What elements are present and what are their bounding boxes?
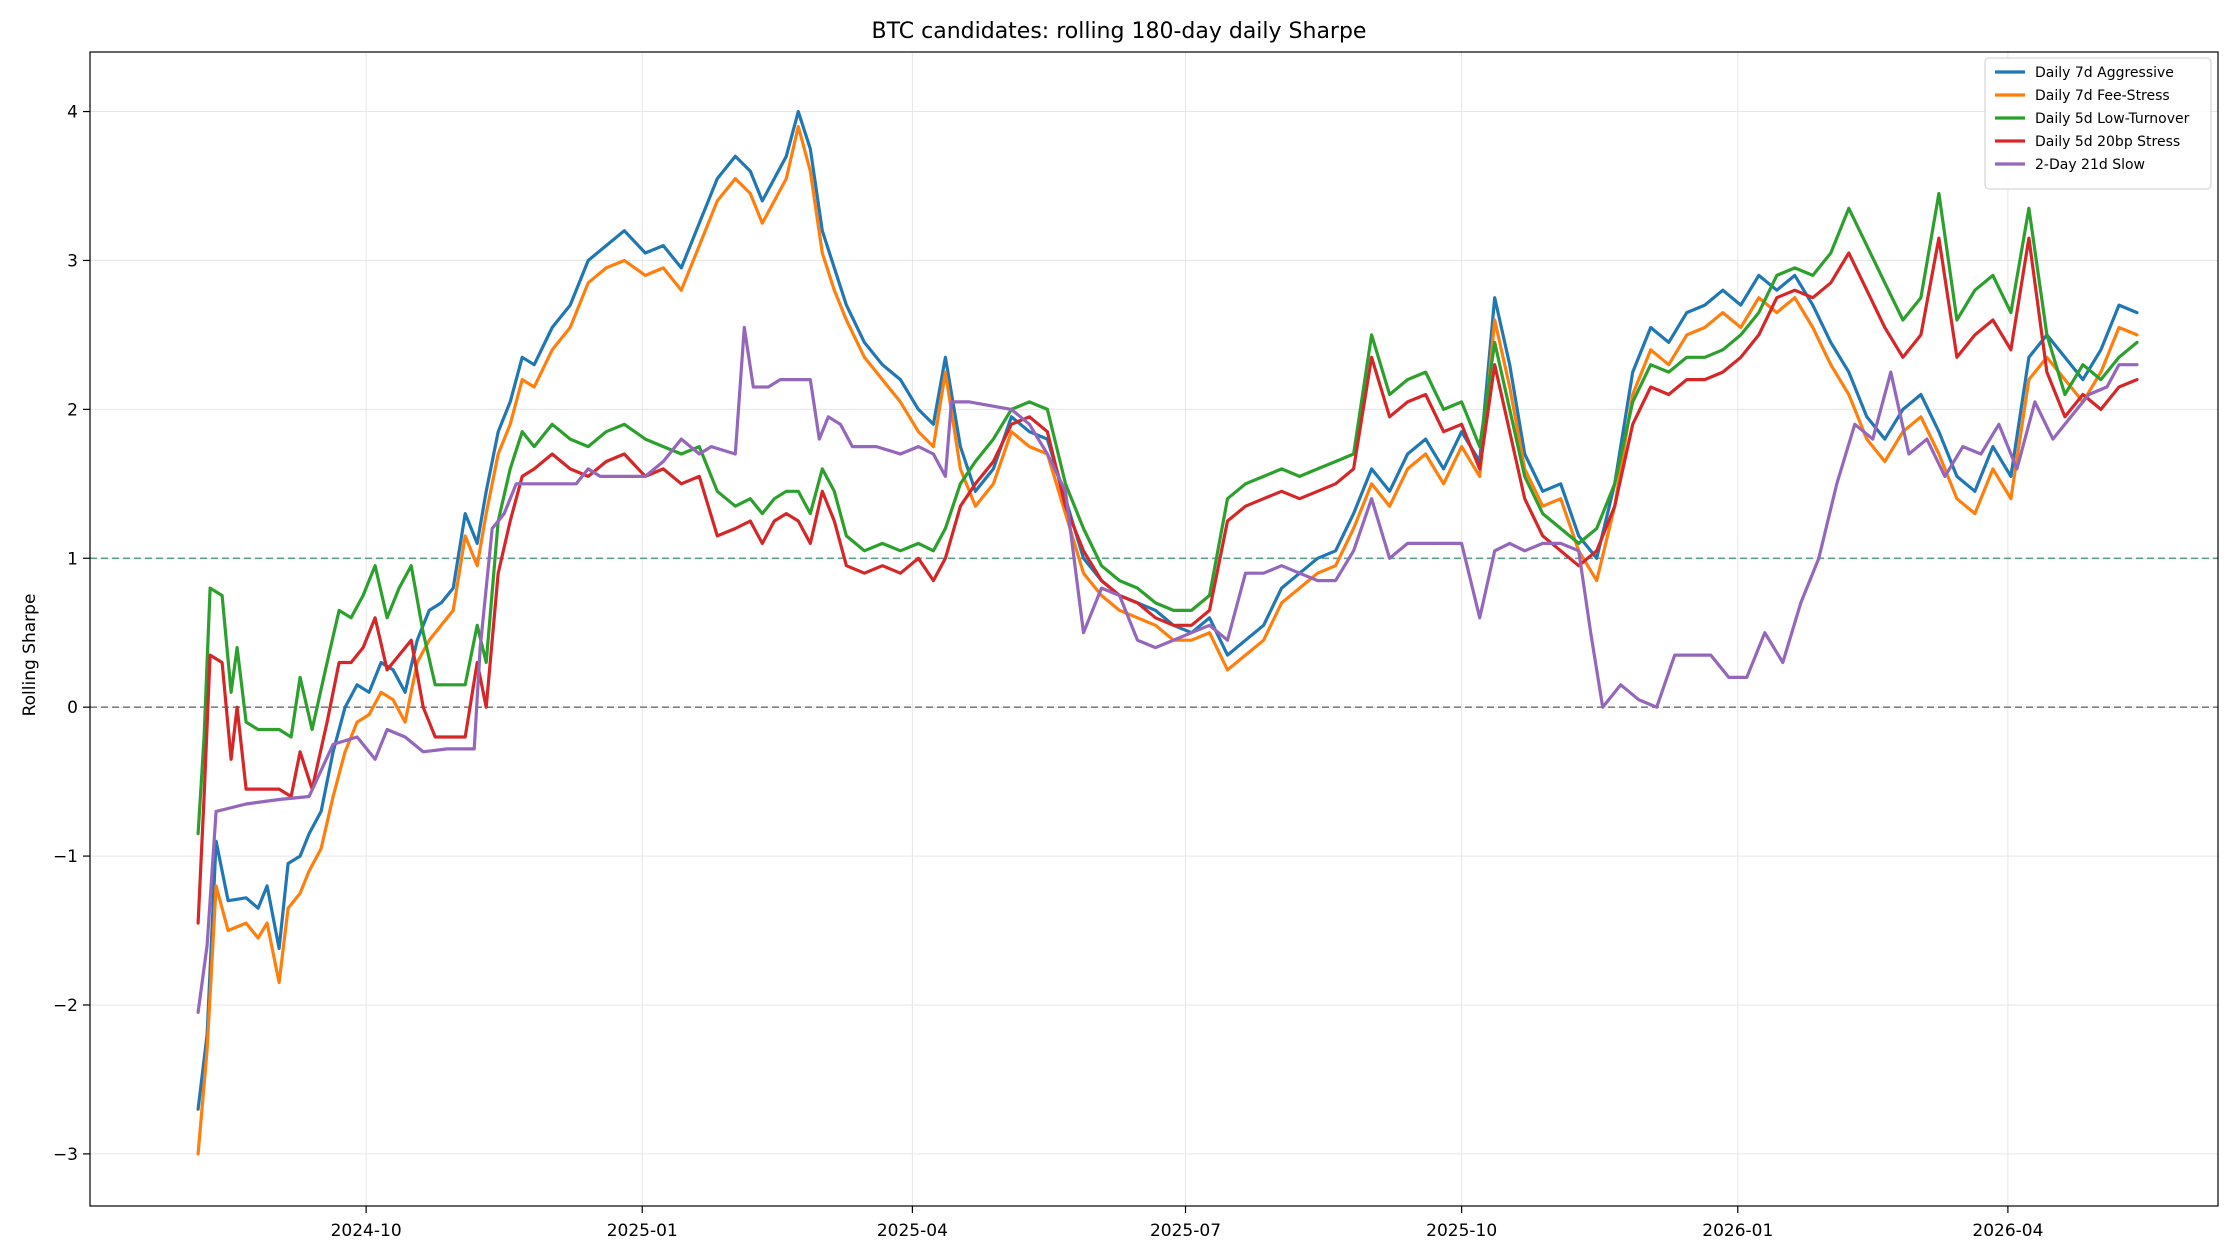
legend-entry: Daily 7d Aggressive [2035,65,2174,81]
x-tick-label: 2024-10 [331,1221,402,1241]
legend-box [1984,57,2212,190]
y-axis-label: Rolling Sharpe [20,594,40,717]
x-tick-label: 2025-10 [1426,1221,1497,1241]
x-tick-label: 2025-04 [877,1221,948,1241]
series-line-5 [196,325,2139,1014]
x-axis-ticks: 2024-10 2025-01 2025-04 2025-07 2025-10 2026-… [331,1206,2043,1241]
y-tick-label: −1 [53,847,78,867]
legend-entry: Daily 5d Low-Turnover [2035,111,2190,127]
y-tick-label: 0 [67,698,78,718]
chart-title: BTC candidates: rolling 180-day daily Sh… [872,19,1367,44]
x-tick-label: 2026-04 [1972,1221,2043,1241]
y-tick-label: −3 [53,1145,78,1165]
legend-entry: 2-Day 21d Slow [2035,157,2145,173]
reference-lines [90,557,2218,708]
y-tick-label: 2 [67,400,78,420]
legend-entry: Daily 5d 20bp Stress [2035,134,2180,150]
series-line-3 [196,191,2139,836]
series-lines [196,110,2139,1156]
plot-frame [89,51,2219,1207]
y-tick-label: 4 [67,103,78,123]
series-line-4 [196,236,2139,925]
x-tick-label: 2025-07 [1150,1221,1221,1241]
y-tick-label: 1 [67,549,78,569]
y-axis-ticks: −3 −2 −1 0 1 2 3 4 [53,103,90,1165]
x-tick-label: 2026-01 [1702,1221,1773,1241]
x-tick-label: 2025-01 [607,1221,678,1241]
y-tick-label: 3 [67,251,78,271]
legend-entry: Daily 7d Fee-Stress [2035,88,2170,104]
legend: Daily 7d Aggressive Daily 7d Fee-Stress Da… [1984,57,2212,190]
y-tick-label: −2 [53,996,78,1016]
